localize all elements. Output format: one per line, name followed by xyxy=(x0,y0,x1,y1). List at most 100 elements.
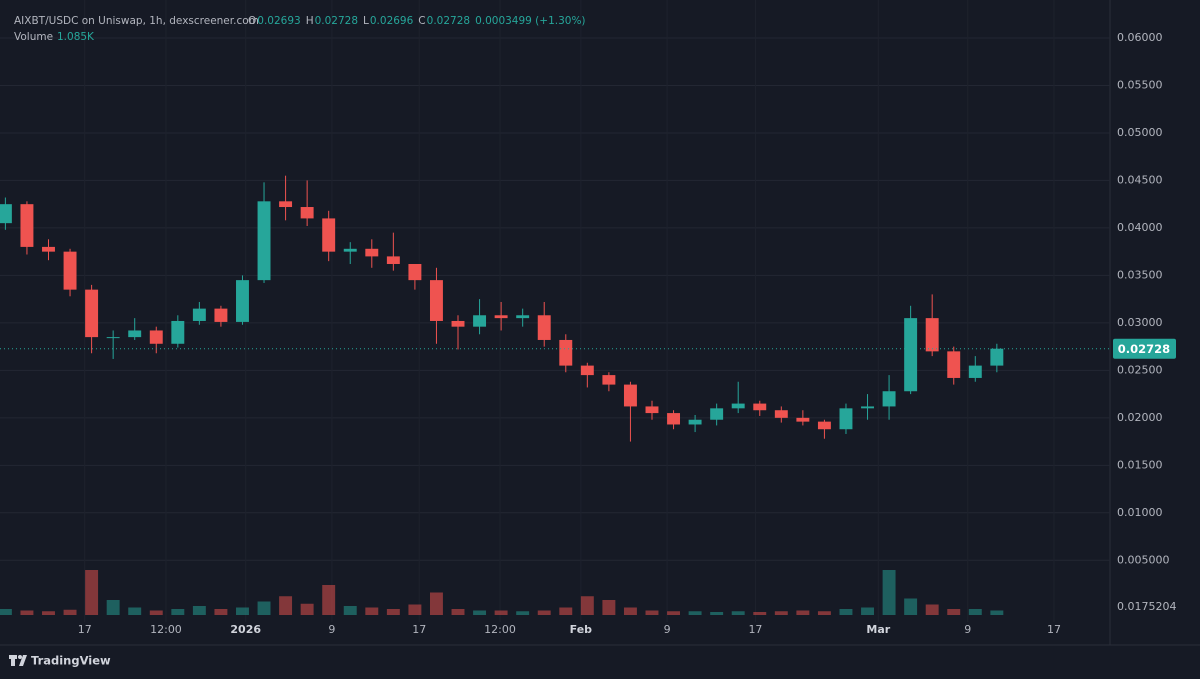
volume-bar xyxy=(990,610,1004,615)
volume-bar xyxy=(602,600,616,615)
x-tick-label: 12:00 xyxy=(484,623,516,636)
candle-body xyxy=(128,330,142,338)
x-tick-label: 9 xyxy=(664,623,671,636)
candle-body xyxy=(408,263,422,281)
candle-body xyxy=(192,308,206,321)
volume-bar xyxy=(861,607,874,615)
candle-body xyxy=(904,318,918,392)
candle-body xyxy=(473,315,487,327)
candle-body xyxy=(106,337,120,339)
x-tick-label: 17 xyxy=(78,623,92,636)
volume-title: Volume xyxy=(14,31,53,43)
volume-bar xyxy=(645,610,659,615)
candle-body xyxy=(279,201,293,208)
volume-bar xyxy=(343,606,357,615)
volume-bar xyxy=(473,610,487,615)
x-tick-label: 17 xyxy=(1047,623,1061,636)
x-tick-label: 17 xyxy=(748,623,762,636)
volume-bar xyxy=(279,596,293,615)
volume-bar xyxy=(408,604,422,615)
volume-bar xyxy=(429,592,443,615)
volume-bar xyxy=(20,610,34,615)
x-tick-label: 2026 xyxy=(230,623,261,636)
volume-bar xyxy=(904,598,918,615)
volume-bar xyxy=(925,604,939,615)
candle-body xyxy=(257,201,271,281)
candle-body xyxy=(925,318,939,352)
candle-body xyxy=(63,251,77,290)
volume-value: 1.085K xyxy=(57,31,95,43)
y-tick-label: 0.04000 xyxy=(1117,221,1163,234)
volume-bar xyxy=(451,609,465,615)
volume-bar xyxy=(688,611,702,615)
y-tick-label: 0.005000 xyxy=(1117,553,1170,566)
candle-body xyxy=(494,315,508,319)
candle-layer xyxy=(0,175,1110,442)
volume-bar xyxy=(0,609,12,615)
legend-value: 0.02728 xyxy=(315,15,358,27)
candle-body xyxy=(322,218,336,252)
x-tick-label: 9 xyxy=(328,623,335,636)
candle-body xyxy=(85,289,99,338)
legend-value: 0.02696 xyxy=(370,15,414,27)
candle-body xyxy=(839,408,853,430)
candle-body xyxy=(947,351,961,378)
candle-body xyxy=(688,419,702,425)
candle-body xyxy=(0,204,12,224)
legend-value: 0.02693 xyxy=(257,15,300,27)
volume-scale-label: 0.0175204 xyxy=(1117,600,1177,613)
volume-bar xyxy=(774,611,788,615)
x-tick-label: 9 xyxy=(964,623,971,636)
volume-bar xyxy=(300,603,314,615)
volume-bar xyxy=(537,610,551,615)
candle-body xyxy=(20,204,34,247)
x-tick-label: Feb xyxy=(570,623,593,636)
volume-bar xyxy=(580,596,594,615)
candle-body xyxy=(645,406,659,414)
candle-body xyxy=(386,256,400,264)
volume-bar xyxy=(494,610,508,615)
volume-bar xyxy=(947,609,961,615)
volume-bar xyxy=(192,606,206,615)
grid xyxy=(0,37,1110,561)
volume-bar xyxy=(149,610,163,615)
x-tick-label: 17 xyxy=(412,623,426,636)
y-tick-label: 0.03000 xyxy=(1117,316,1163,329)
candle-body xyxy=(623,384,637,407)
legend-key: C xyxy=(418,15,425,27)
volume-bar xyxy=(106,600,120,615)
candle-body xyxy=(667,413,681,425)
candle-body xyxy=(990,348,1004,366)
volume-bar xyxy=(63,609,77,615)
y-tick-label: 0.02000 xyxy=(1117,411,1163,424)
volume-bar xyxy=(623,607,637,615)
y-tick-label: 0.03500 xyxy=(1117,268,1163,281)
candle-body xyxy=(774,410,788,418)
candle-body xyxy=(796,417,810,422)
volume-bar xyxy=(710,612,724,615)
legend-key: H xyxy=(306,15,314,27)
candle-body xyxy=(149,330,163,344)
volume-bar xyxy=(322,585,336,615)
candle-body xyxy=(753,403,767,411)
volume-bar xyxy=(171,609,185,615)
candle-body xyxy=(236,280,249,322)
volume-bar xyxy=(128,607,142,615)
volume-layer xyxy=(0,570,1004,615)
candle-body xyxy=(710,408,724,420)
y-tick-label: 0.06000 xyxy=(1117,31,1163,44)
candle-body xyxy=(968,365,982,378)
candle-body xyxy=(42,246,55,252)
candle-body xyxy=(343,248,357,252)
candle-body xyxy=(171,320,185,344)
candle-body xyxy=(516,315,530,319)
x-tick-label: Mar xyxy=(866,623,890,636)
candle-body xyxy=(602,375,616,385)
volume-bar xyxy=(214,609,228,615)
y-tick-label: 0.01500 xyxy=(1117,458,1163,471)
legend-key: L xyxy=(363,15,369,27)
volume-bar xyxy=(85,570,99,615)
candle-body xyxy=(214,308,228,322)
